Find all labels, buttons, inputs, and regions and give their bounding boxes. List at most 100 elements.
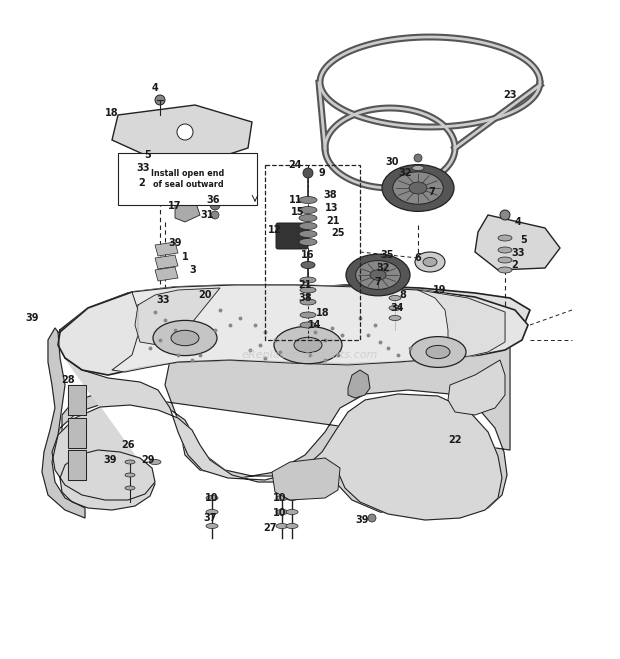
Ellipse shape: [149, 459, 161, 465]
Text: 36: 36: [206, 195, 219, 205]
Ellipse shape: [274, 326, 342, 364]
Text: 39: 39: [355, 515, 369, 525]
Text: 7: 7: [374, 277, 381, 287]
Ellipse shape: [410, 337, 466, 368]
Ellipse shape: [301, 262, 315, 268]
Ellipse shape: [206, 509, 218, 515]
Ellipse shape: [286, 509, 298, 515]
Circle shape: [211, 211, 219, 219]
Ellipse shape: [346, 254, 410, 296]
Polygon shape: [112, 105, 252, 162]
Ellipse shape: [415, 252, 445, 272]
Ellipse shape: [125, 473, 135, 477]
Ellipse shape: [300, 312, 316, 318]
Circle shape: [368, 514, 376, 522]
Ellipse shape: [276, 496, 288, 500]
Ellipse shape: [498, 235, 512, 241]
Circle shape: [414, 154, 422, 162]
Polygon shape: [155, 267, 178, 281]
Text: 30: 30: [385, 157, 399, 167]
Polygon shape: [52, 358, 502, 520]
Ellipse shape: [299, 206, 317, 214]
Circle shape: [177, 124, 193, 140]
Text: 5: 5: [521, 235, 528, 245]
Ellipse shape: [498, 247, 512, 253]
Circle shape: [155, 95, 165, 105]
Ellipse shape: [389, 295, 401, 301]
Text: 7: 7: [428, 187, 435, 197]
Text: 4: 4: [152, 83, 158, 93]
Text: 10: 10: [273, 508, 286, 518]
Polygon shape: [52, 335, 510, 517]
Text: 38: 38: [298, 293, 312, 303]
Text: 33: 33: [512, 248, 525, 258]
Polygon shape: [475, 215, 560, 270]
Text: 34: 34: [390, 303, 404, 313]
Text: 10: 10: [205, 493, 219, 503]
Ellipse shape: [426, 345, 450, 358]
Text: 18: 18: [316, 308, 330, 318]
Text: 33: 33: [156, 295, 170, 305]
Text: 32: 32: [398, 168, 412, 178]
FancyBboxPatch shape: [118, 153, 257, 205]
Text: 1: 1: [182, 252, 188, 262]
Text: 33: 33: [136, 163, 150, 173]
Polygon shape: [58, 285, 528, 375]
Polygon shape: [112, 285, 505, 372]
Text: 8: 8: [399, 290, 407, 300]
Text: 38: 38: [323, 190, 337, 200]
Ellipse shape: [423, 258, 437, 266]
Text: 39: 39: [104, 455, 117, 465]
Ellipse shape: [299, 196, 317, 204]
Polygon shape: [448, 360, 505, 415]
Ellipse shape: [299, 231, 317, 237]
Text: 16: 16: [301, 250, 315, 260]
Text: 39: 39: [25, 313, 38, 323]
Polygon shape: [60, 285, 530, 370]
Text: 15: 15: [291, 207, 305, 217]
Text: Install open end
of seal outward: Install open end of seal outward: [151, 169, 224, 188]
Text: 25: 25: [331, 228, 345, 238]
Text: 5: 5: [144, 150, 151, 160]
Text: 2: 2: [512, 260, 518, 270]
Text: 12: 12: [268, 225, 281, 235]
Text: 35: 35: [380, 250, 394, 260]
Ellipse shape: [206, 496, 218, 500]
Text: 14: 14: [308, 320, 322, 330]
Circle shape: [210, 200, 220, 210]
Circle shape: [500, 210, 510, 220]
Ellipse shape: [276, 523, 288, 529]
Text: 17: 17: [168, 201, 182, 211]
Text: 21: 21: [326, 216, 340, 226]
Ellipse shape: [409, 182, 427, 194]
Ellipse shape: [299, 214, 317, 221]
Ellipse shape: [294, 337, 322, 353]
Ellipse shape: [286, 523, 298, 529]
Polygon shape: [175, 200, 200, 222]
Ellipse shape: [300, 277, 316, 283]
Text: 39: 39: [168, 238, 182, 248]
Ellipse shape: [154, 179, 166, 185]
Polygon shape: [155, 255, 178, 269]
Polygon shape: [68, 450, 86, 480]
Text: 6: 6: [415, 253, 422, 263]
Ellipse shape: [299, 223, 317, 229]
Ellipse shape: [125, 460, 135, 464]
Text: 23: 23: [503, 90, 516, 100]
Ellipse shape: [393, 172, 443, 204]
Polygon shape: [68, 385, 86, 415]
Text: 31: 31: [200, 210, 214, 220]
Text: eReplacementParts.com: eReplacementParts.com: [242, 350, 378, 360]
Text: 32: 32: [376, 263, 390, 273]
Circle shape: [303, 168, 313, 178]
Ellipse shape: [389, 306, 401, 310]
Ellipse shape: [206, 523, 218, 529]
Text: 37: 37: [203, 513, 217, 523]
Ellipse shape: [154, 156, 166, 161]
Text: 20: 20: [198, 290, 212, 300]
FancyBboxPatch shape: [276, 223, 308, 249]
Ellipse shape: [370, 270, 386, 280]
Ellipse shape: [356, 260, 401, 289]
Text: 11: 11: [290, 195, 303, 205]
Text: 28: 28: [61, 375, 75, 385]
